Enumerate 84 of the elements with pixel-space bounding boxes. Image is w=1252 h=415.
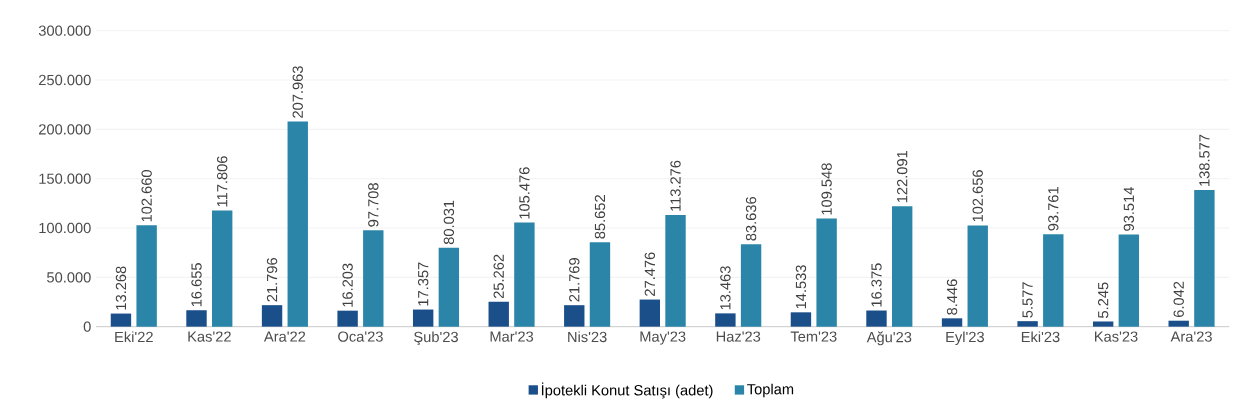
bar [1168,320,1189,327]
data-label: 17.357 [417,262,429,306]
bar [665,215,686,327]
bar [1194,190,1215,327]
x-tick-label: Mar'23 [490,331,534,342]
bar [589,242,611,327]
bar [186,310,207,327]
bar [891,206,913,327]
bar [488,301,509,327]
x-tick-label: Eki'22 [115,331,153,343]
y-tick-label: 0 [83,321,91,333]
x-tick-label: Kas'23 [1095,331,1138,342]
legend-label: Toplam [747,383,794,398]
data-label: 8.446 [946,279,958,315]
bar [941,318,963,327]
bar [715,313,736,327]
data-label: 5.577 [1022,282,1033,318]
y-tick-label: 250.000 [39,75,91,86]
x-tick-label: Şub'23 [414,331,458,346]
data-label: 93.514 [1123,187,1135,231]
bar [967,225,988,327]
bar [438,247,460,327]
bar [110,313,132,327]
data-label: 6.042 [1173,281,1184,318]
x-tick-label: Kas'22 [188,331,231,342]
bar [1092,321,1114,327]
bar [337,310,358,327]
bar [261,305,283,327]
data-label: 13.463 [720,266,731,310]
data-label: 117.806 [217,156,228,207]
bar [866,310,887,327]
x-tick-label: Ağu'23 [866,331,912,346]
data-label: 5.245 [1097,282,1109,319]
data-label: 109.548 [821,163,832,215]
data-label: 207.963 [292,66,303,118]
data-label: 105.476 [519,167,530,219]
data-label: 21.769 [569,258,580,302]
x-tick-label: Oca'23 [338,331,383,342]
y-tick-label: 100.000 [39,222,91,234]
x-tick-label: Eyl'23 [946,331,984,346]
data-label: 14.533 [795,265,807,309]
bar [790,312,812,327]
data-label: 113.276 [670,160,681,212]
x-tick-label: Eki'23 [1021,331,1060,343]
bar [136,225,157,327]
x-tick-label: Nis'23 [568,331,607,343]
data-label: 80.031 [443,200,455,245]
bar [740,244,762,327]
data-label: 13.268 [115,266,127,310]
bar [1118,234,1140,327]
data-label: 102.656 [972,170,983,222]
x-tick-label: Ara'22 [263,331,306,342]
bar [363,230,384,327]
data-label: 83.636 [745,197,757,241]
x-tick-label: Haz'23 [716,331,761,342]
y-tick-label: 200.000 [39,124,91,135]
bar [211,210,233,327]
data-label: 25.262 [493,254,504,299]
data-label: 97.708 [368,183,379,227]
y-tick-label: 300.000 [38,25,91,37]
data-label: 93.761 [1048,187,1059,231]
legend-label: İpotekli Konut Satışı (adet) [541,382,713,399]
data-label: 27.476 [644,252,656,297]
data-label: 138.577 [1199,134,1210,187]
bar [1017,321,1038,327]
bar [564,305,585,327]
x-tick-label: Tem'23 [790,331,837,342]
bar [1043,234,1064,327]
bar [514,222,535,327]
data-label: 16.375 [871,263,882,307]
x-tick-label: Ara'23 [1170,331,1212,342]
data-label: 21.796 [266,258,278,302]
y-tick-label: 50.000 [47,272,91,283]
data-label: 102.660 [141,170,152,222]
bar [816,218,837,327]
bar [639,299,661,327]
data-label: 16.655 [191,263,202,307]
data-label: 122.091 [897,151,908,203]
data-label: 85.652 [594,195,606,239]
data-label: 16.203 [342,263,353,307]
x-tick-label: May'23 [640,331,686,345]
bar [287,121,308,327]
y-tick-label: 150.000 [39,173,91,185]
bar [412,309,434,327]
